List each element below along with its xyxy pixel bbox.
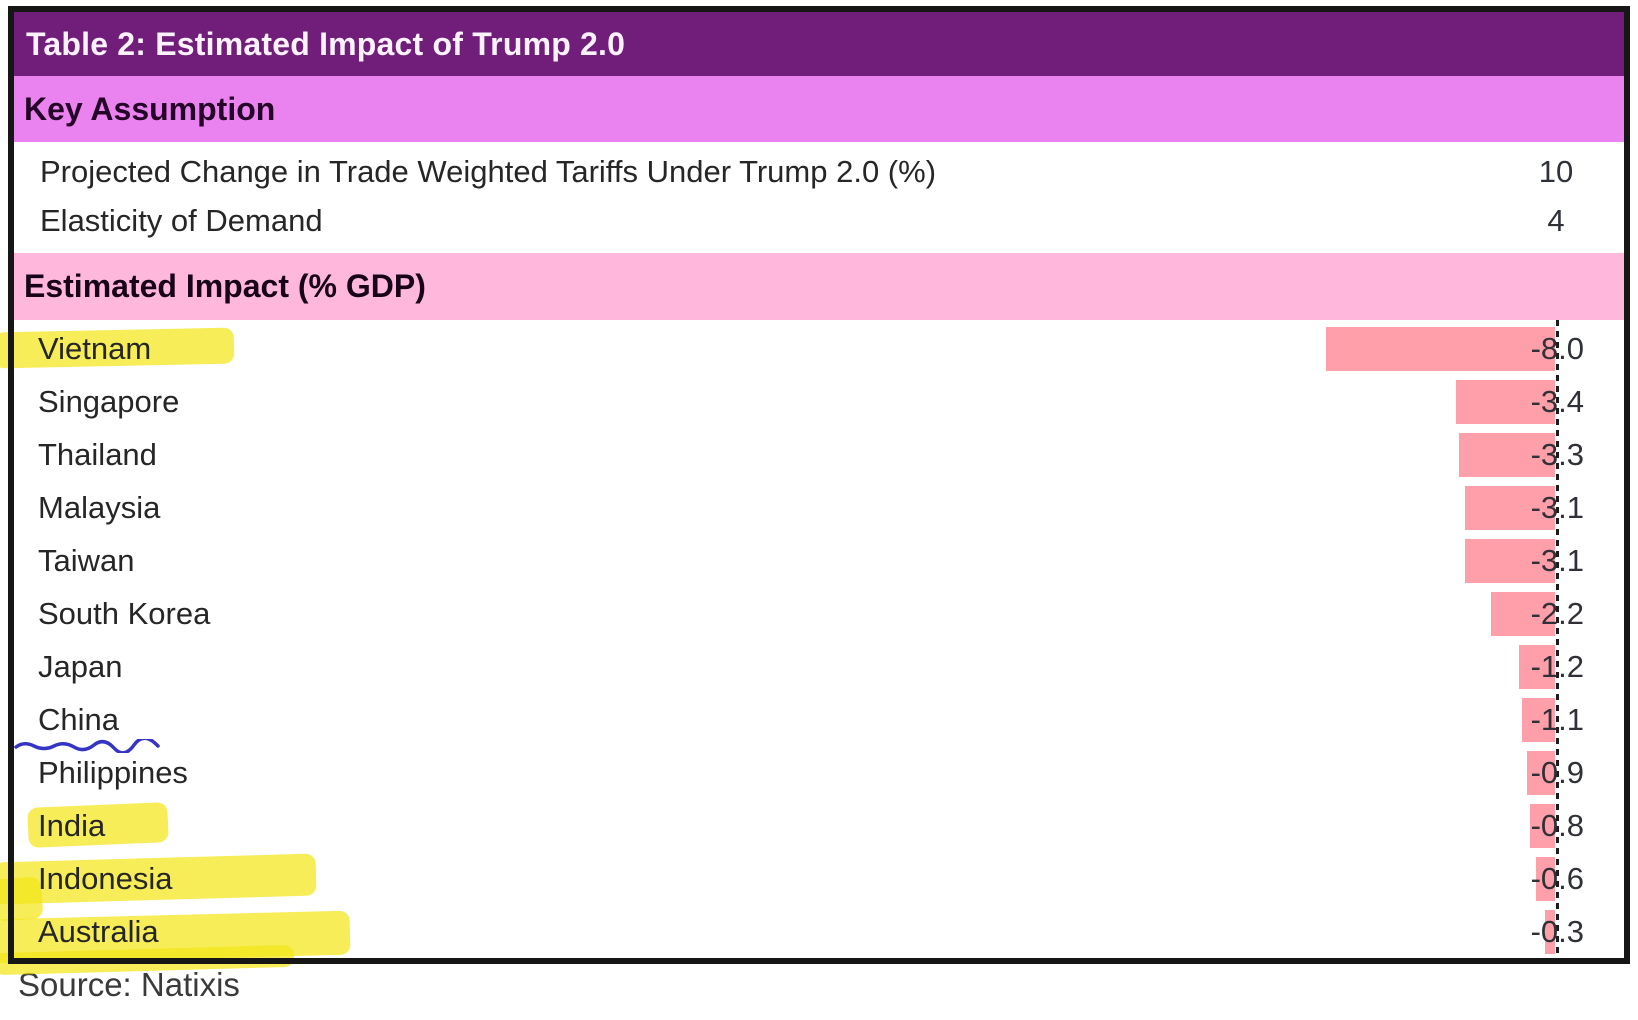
table-title-band: Table 2: Estimated Impact of Trump 2.0	[14, 12, 1624, 76]
impact-table: Table 2: Estimated Impact of Trump 2.0 K…	[0, 6, 1630, 976]
country-label: Indonesia	[38, 860, 173, 896]
country-row: Thailand -3.3	[14, 428, 1624, 481]
impact-value: -0.6	[1530, 860, 1584, 896]
country-row: South Korea -2.2	[14, 587, 1624, 640]
country-label: Philippines	[38, 754, 188, 790]
assumption-row: Projected Change in Trade Weighted Tarif…	[14, 147, 1624, 196]
table-title: Table 2: Estimated Impact of Trump 2.0	[26, 25, 626, 62]
impact-value: -3.4	[1530, 383, 1584, 419]
pen-underline-annotation	[14, 739, 160, 753]
country-row: Japan -1.2	[14, 640, 1624, 693]
country-label: Thailand	[38, 436, 157, 472]
impact-value: -3.3	[1530, 436, 1584, 472]
assumption-label: Projected Change in Trade Weighted Tarif…	[40, 153, 937, 189]
impact-value: -0.3	[1530, 913, 1584, 949]
impact-bar	[1536, 856, 1555, 901]
country-row: Australia -0.3	[0, 905, 1624, 976]
impact-value: -1.2	[1530, 648, 1584, 684]
assumption-rows: Projected Change in Trade Weighted Tarif…	[14, 147, 1624, 245]
impact-value: -3.1	[1530, 542, 1584, 578]
impact-bar	[1325, 326, 1555, 371]
country-row: Singapore -3.4	[14, 375, 1624, 428]
impact-bar	[1527, 750, 1555, 795]
impact-bar	[1521, 697, 1555, 742]
country-bar-list: Vietnam -8.0 Singapore -3.4 Thailand -3.…	[0, 322, 1624, 976]
country-label: India	[38, 807, 106, 843]
highlighter-annotation-smear	[0, 876, 44, 922]
country-row: China -1.1	[14, 693, 1624, 753]
country-row: Malaysia -3.1	[14, 481, 1624, 534]
impact-value: -1.1	[1530, 701, 1584, 737]
zero-baseline-dashed-line	[1556, 320, 1559, 958]
impact-bar	[1465, 485, 1555, 530]
assumption-value: 10	[1538, 153, 1574, 189]
assumption-value: 4	[1547, 202, 1565, 238]
impact-bar	[1459, 432, 1555, 477]
country-row: Indonesia -0.6	[0, 852, 1624, 922]
impact-value: -3.1	[1530, 489, 1584, 525]
country-row: Philippines -0.9	[14, 746, 1624, 799]
impact-value: -2.2	[1530, 595, 1584, 631]
country-row: India -0.8	[14, 799, 1624, 852]
country-label: South Korea	[38, 595, 211, 631]
impact-bar	[1456, 379, 1555, 424]
country-label: Japan	[38, 648, 123, 684]
impact-value: -0.9	[1530, 754, 1584, 790]
table-content: Table 2: Estimated Impact of Trump 2.0 K…	[0, 12, 1624, 976]
country-row: Taiwan -3.1	[14, 534, 1624, 587]
country-label: Taiwan	[38, 542, 135, 578]
impact-value: -8.0	[1530, 330, 1584, 366]
country-label: Vietnam	[38, 330, 152, 366]
estimated-impact-header-band: Estimated Impact (% GDP)	[14, 253, 1624, 320]
country-label: China	[38, 701, 119, 737]
assumption-row: Elasticity of Demand 4	[14, 196, 1624, 245]
country-row: Vietnam -8.0	[0, 322, 1624, 375]
assumption-label: Elasticity of Demand	[40, 202, 323, 238]
key-assumption-header: Key Assumption	[24, 90, 276, 127]
country-label: Malaysia	[38, 489, 161, 525]
impact-bar	[1465, 538, 1555, 583]
impact-value: -0.8	[1530, 807, 1584, 843]
impact-bar	[1518, 644, 1555, 689]
impact-bar	[1490, 591, 1555, 636]
impact-bar	[1544, 909, 1555, 954]
impact-bar	[1530, 803, 1555, 848]
country-label: Australia	[38, 913, 159, 949]
key-assumption-header-band: Key Assumption	[14, 76, 1624, 142]
estimated-impact-header: Estimated Impact (% GDP)	[24, 268, 426, 304]
country-label: Singapore	[38, 383, 180, 419]
